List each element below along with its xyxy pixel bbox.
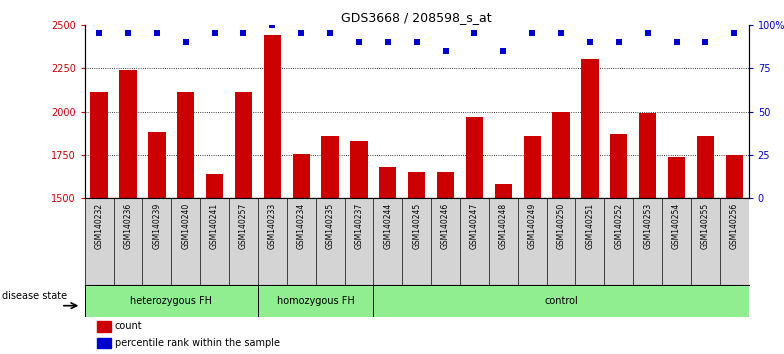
Text: GSM140255: GSM140255: [701, 202, 710, 249]
Text: GSM140245: GSM140245: [412, 202, 421, 249]
Text: GSM140249: GSM140249: [528, 202, 537, 249]
Bar: [292, 154, 310, 198]
Bar: [379, 167, 397, 198]
FancyBboxPatch shape: [85, 285, 258, 317]
Point: [295, 30, 307, 36]
Text: percentile rank within the sample: percentile rank within the sample: [114, 338, 280, 348]
Text: GSM140240: GSM140240: [181, 202, 191, 249]
Text: GSM140254: GSM140254: [672, 202, 681, 249]
Text: GSM140248: GSM140248: [499, 202, 508, 249]
Point: [641, 30, 654, 36]
Bar: [610, 134, 627, 198]
Point: [353, 39, 365, 45]
Point: [238, 30, 250, 36]
Text: disease state: disease state: [2, 291, 67, 301]
Point: [122, 30, 134, 36]
Text: GSM140235: GSM140235: [325, 202, 335, 249]
Text: GSM140247: GSM140247: [470, 202, 479, 249]
Point: [699, 39, 712, 45]
Point: [526, 30, 539, 36]
Point: [180, 39, 192, 45]
Bar: [495, 184, 512, 198]
Bar: [408, 172, 426, 198]
Bar: [726, 155, 743, 198]
Text: GSM140257: GSM140257: [239, 202, 248, 249]
Point: [410, 39, 423, 45]
Bar: [119, 70, 136, 198]
Bar: [668, 156, 685, 198]
Bar: [234, 92, 252, 198]
Bar: [148, 132, 165, 198]
FancyBboxPatch shape: [258, 285, 373, 317]
Text: homozygous FH: homozygous FH: [277, 296, 354, 306]
Bar: [524, 136, 541, 198]
Bar: [177, 92, 194, 198]
Text: GSM140256: GSM140256: [730, 202, 739, 249]
Point: [439, 48, 452, 53]
Text: GSM140241: GSM140241: [210, 202, 219, 249]
Point: [728, 30, 741, 36]
Bar: [437, 172, 454, 198]
Text: GSM140244: GSM140244: [383, 202, 392, 249]
Bar: [350, 141, 368, 198]
Point: [209, 30, 221, 36]
Text: GSM140236: GSM140236: [123, 202, 132, 249]
Point: [468, 30, 481, 36]
Point: [583, 39, 596, 45]
Bar: [206, 174, 223, 198]
Point: [93, 30, 105, 36]
Bar: [466, 117, 483, 198]
Text: GSM140233: GSM140233: [268, 202, 277, 249]
Bar: [96, 338, 111, 348]
Title: GDS3668 / 208598_s_at: GDS3668 / 208598_s_at: [341, 11, 492, 24]
Text: GSM140237: GSM140237: [354, 202, 364, 249]
Point: [382, 39, 394, 45]
Text: GSM140251: GSM140251: [586, 202, 594, 249]
Bar: [96, 321, 111, 332]
Text: GSM140232: GSM140232: [95, 202, 103, 249]
Point: [324, 30, 336, 36]
Point: [497, 48, 510, 53]
Point: [612, 39, 625, 45]
Text: GSM140252: GSM140252: [615, 202, 623, 249]
Text: control: control: [544, 296, 578, 306]
FancyBboxPatch shape: [373, 285, 749, 317]
Bar: [90, 92, 107, 198]
Text: count: count: [114, 321, 142, 331]
Point: [266, 22, 278, 28]
Bar: [639, 113, 656, 198]
Text: GSM140234: GSM140234: [296, 202, 306, 249]
Point: [555, 30, 568, 36]
Bar: [697, 136, 714, 198]
Point: [670, 39, 683, 45]
Text: GSM140239: GSM140239: [152, 202, 162, 249]
Bar: [321, 136, 339, 198]
Text: GSM140253: GSM140253: [643, 202, 652, 249]
Bar: [553, 112, 570, 198]
Text: GSM140246: GSM140246: [441, 202, 450, 249]
Bar: [263, 35, 281, 198]
Text: GSM140250: GSM140250: [557, 202, 565, 249]
Point: [151, 30, 163, 36]
Bar: [581, 59, 599, 198]
Text: heterozygous FH: heterozygous FH: [130, 296, 212, 306]
